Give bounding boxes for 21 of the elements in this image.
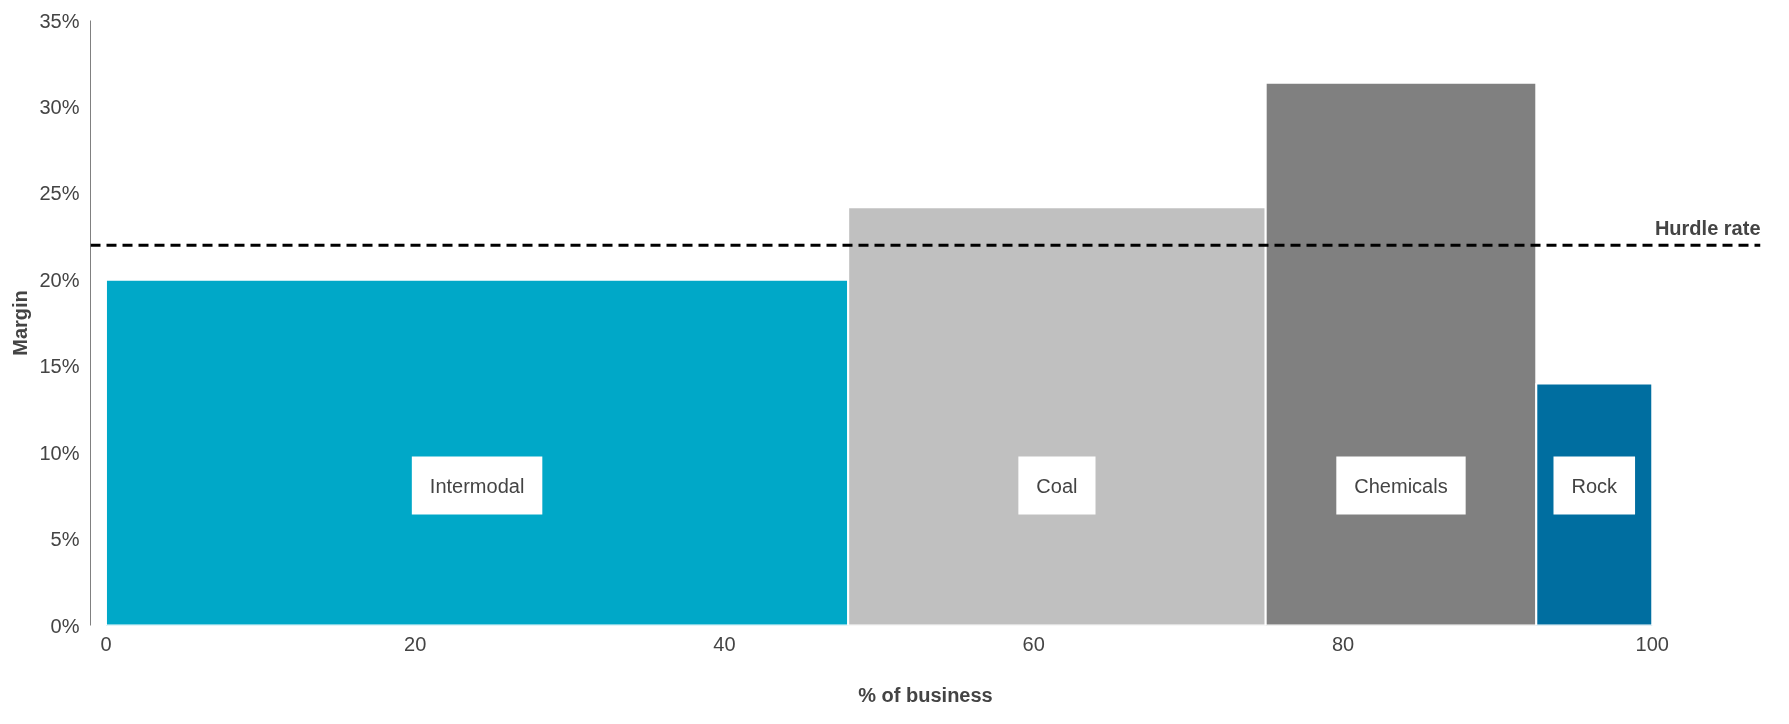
x-tick-label: 40 [713,632,736,655]
y-tick-label: 15% [39,355,80,378]
x-tick-label: 60 [1022,632,1045,655]
annotation: Coal [1036,474,1078,497]
x-tick-label: 80 [1331,632,1355,655]
annotation: Chemicals [1354,474,1448,497]
x-tick-label: 20 [404,632,427,655]
y-tick-label: 5% [50,528,80,551]
x-tick-label: 100 [1635,632,1669,655]
ref-line-label: Hurdle rate [1654,217,1761,240]
y-tick-label: 30% [39,95,80,118]
y-tick-label: 0% [50,614,80,637]
x-tick-label: 0 [100,632,112,655]
y-axis-title: Margin [9,290,32,356]
annotation: Rock [1571,474,1619,497]
y-tick-label: 10% [39,441,80,464]
y-tick-label: 20% [39,268,80,291]
y-tick-label: 25% [39,182,80,205]
x-axis-title: % of business [858,683,993,706]
annotation: Intermodal [429,474,525,497]
y-tick-label: 35% [39,9,80,32]
